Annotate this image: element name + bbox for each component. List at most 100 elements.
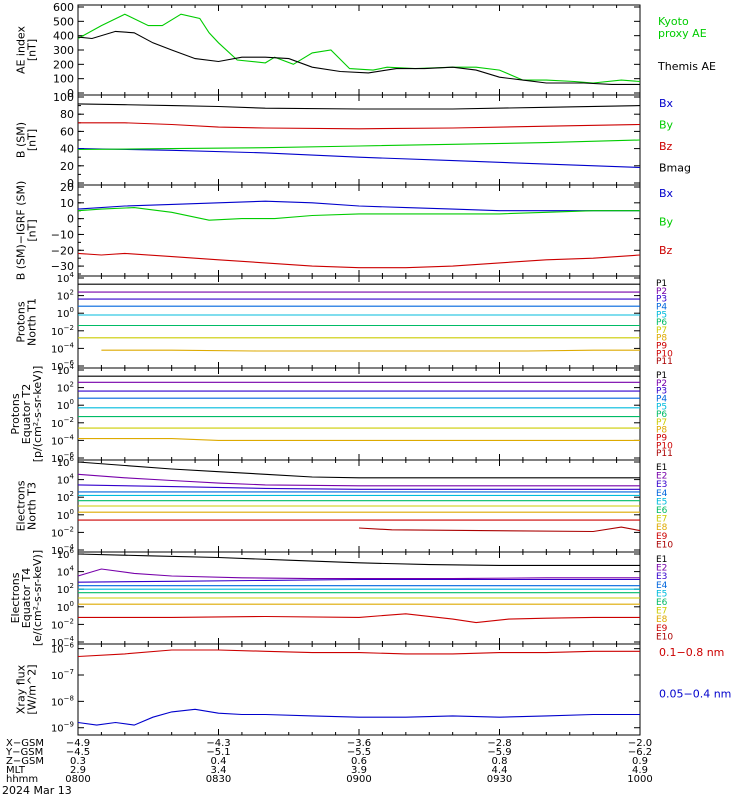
legend-entry: E3 xyxy=(656,572,667,582)
panel-3: −30 −20 −10 0 10 20 B (SM)−IGRF (SM)[nT] Bx By Bz xyxy=(15,181,674,281)
y-tick-label: 106 xyxy=(57,547,75,561)
y-tick-label: 0 xyxy=(67,213,74,226)
legend-entry: E10 xyxy=(656,540,673,550)
legend-entry: Bz xyxy=(659,244,673,257)
legend-entry: P2 xyxy=(656,287,667,297)
legend-entry: P8 xyxy=(656,334,667,344)
y-tick-label: 10−9 xyxy=(51,721,74,735)
x-row-value: −2.8 xyxy=(487,738,511,749)
y-tick-label: 100 xyxy=(57,306,74,320)
series-line-themis-ae xyxy=(77,30,640,85)
legend-entry: P11 xyxy=(656,449,673,459)
y-tick-label: 60 xyxy=(60,125,74,138)
panel-8: 10−9 10−8 10−7 10−6 Xray flux[W/m^2] 0.1−0.8 … xyxy=(15,642,731,736)
y-tick-label: 10−2 xyxy=(51,416,74,430)
legend-entry: P3 xyxy=(656,387,667,397)
legend-entry: P7 xyxy=(656,326,667,336)
series-line-0-1-0-8-nm xyxy=(77,649,640,658)
x-row-value: 0800 xyxy=(65,774,90,785)
legend-entry: E2 xyxy=(656,564,667,574)
legend-entry: E7 xyxy=(656,515,667,525)
y-axis-label: B (SM) xyxy=(15,122,28,158)
legend-entry: P5 xyxy=(656,402,667,412)
panel-frame xyxy=(77,4,641,96)
legend-entry: P7 xyxy=(656,418,667,428)
legend-entry: E9 xyxy=(656,532,668,542)
y-tick-label: 100 xyxy=(57,600,74,614)
y-axis-label: [nT] xyxy=(26,39,39,61)
legend-entry: E2 xyxy=(656,472,667,482)
y-tick-label: 100 xyxy=(53,91,74,104)
legend-entry: P10 xyxy=(656,349,673,359)
legend-entry: P1 xyxy=(656,279,667,289)
series-line-0-05-0-4-nm xyxy=(77,708,640,726)
x-row-label: X−GSM xyxy=(6,738,44,749)
legend-entry: Bx xyxy=(659,97,674,110)
legend-entry: P4 xyxy=(656,394,667,404)
legend-entry: P4 xyxy=(656,302,667,312)
y-tick-label: −10 xyxy=(51,228,74,241)
series-line-bmag xyxy=(77,103,641,110)
x-row-label: MLT xyxy=(6,765,26,776)
y-tick-label: 40 xyxy=(60,143,74,156)
panel-frame xyxy=(77,184,641,277)
legend-entry: E1 xyxy=(656,463,667,473)
y-tick-label: 10−2 xyxy=(51,617,74,631)
y-tick-label: 20 xyxy=(60,181,74,194)
legend-entry: 0.1−0.8 nm xyxy=(659,646,724,659)
y-axis-label: Protons xyxy=(15,301,28,342)
legend-entry: E10 xyxy=(656,632,673,642)
x-row-value: −4.3 xyxy=(206,738,230,749)
y-axis-label: Xray flux xyxy=(15,664,28,714)
y-axis-label: Electrons xyxy=(9,572,22,623)
legend-entry: P10 xyxy=(656,441,673,451)
series-line-p8 xyxy=(78,438,640,441)
legend-entry: E5 xyxy=(656,497,667,507)
series-line-by xyxy=(77,139,641,151)
x-row-value: 2.9 xyxy=(70,765,86,776)
y-tick-label: 102 xyxy=(57,582,74,596)
x-row-value: 0.3 xyxy=(70,756,86,767)
legend-entry: P5 xyxy=(656,310,667,320)
x-row-value: −3.6 xyxy=(347,738,371,749)
legend-entry: Kyoto xyxy=(658,15,689,28)
y-axis-label: [p/(cm²-s-sr-keV)] xyxy=(31,366,44,463)
y-tick-label: 0 xyxy=(67,177,74,190)
series-line-e1 xyxy=(77,461,640,479)
y-tick-label: 10−4 xyxy=(51,341,75,355)
legend-entry: Bmag xyxy=(659,161,691,174)
legend-entry: E8 xyxy=(656,615,668,625)
y-tick-label: 600 xyxy=(53,1,74,14)
y-axis-label: B (SM)−IGRF (SM) xyxy=(15,181,28,281)
legend-entry: P6 xyxy=(656,410,667,420)
y-axis-label: North T3 xyxy=(26,482,39,530)
y-tick-label: 102 xyxy=(57,490,74,504)
x-row-value: −5.9 xyxy=(487,747,511,758)
series-line-e10 xyxy=(358,526,641,533)
legend-entry: E4 xyxy=(656,581,668,591)
y-tick-label: 10−2 xyxy=(51,525,74,539)
legend-entry: P3 xyxy=(656,295,667,305)
y-tick-label: 10−8 xyxy=(51,694,74,708)
x-row-value: 4.9 xyxy=(632,765,648,776)
y-tick-label: 300 xyxy=(53,44,74,57)
x-axis-table: X−GSM −4.9 −4.3 −3.6 −2.8 −2.0 Y−GSM −4.5 −5.1 −5… xyxy=(5,738,653,785)
y-tick-label: 10−4 xyxy=(51,433,75,447)
series-line-e3 xyxy=(77,484,640,490)
legend-entry: By xyxy=(659,118,674,131)
series-line-by xyxy=(77,207,640,221)
y-tick-label: 10−6 xyxy=(51,642,75,656)
legend-entry: E5 xyxy=(656,589,667,599)
series-line-e9 xyxy=(78,613,640,624)
y-tick-label: 104 xyxy=(57,363,75,377)
y-tick-label: 102 xyxy=(57,381,74,395)
x-row-value: 0.9 xyxy=(632,756,648,767)
y-tick-label: 100 xyxy=(57,508,74,522)
legend-entry: P6 xyxy=(656,318,667,328)
legend-entry: Bx xyxy=(659,187,674,200)
y-tick-label: 100 xyxy=(57,398,74,412)
legend-entry: E3 xyxy=(656,480,667,490)
